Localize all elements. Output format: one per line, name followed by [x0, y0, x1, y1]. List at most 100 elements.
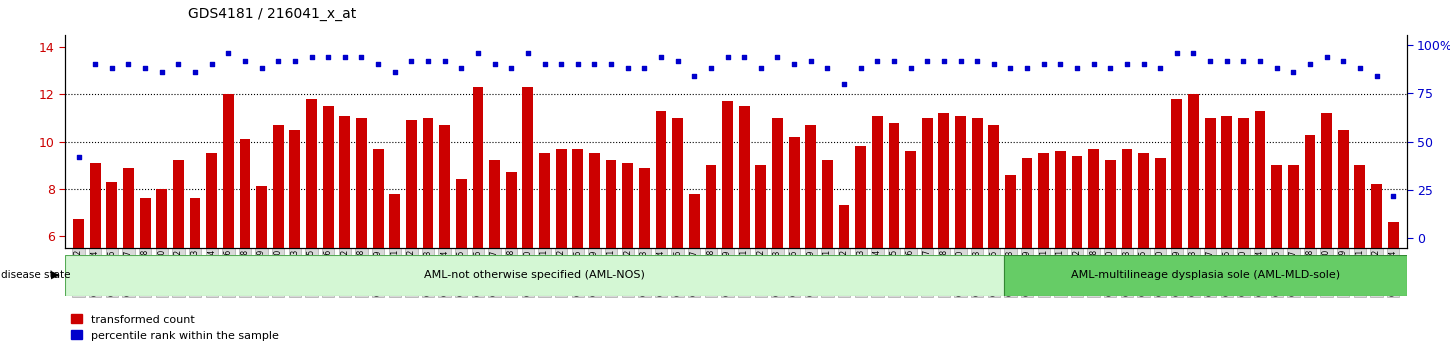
- Text: AML-multilineage dysplasia sole (AML-MLD-sole): AML-multilineage dysplasia sole (AML-MLD…: [1070, 270, 1340, 280]
- Point: [1182, 50, 1205, 56]
- Point: [783, 62, 806, 67]
- Bar: [1288, 165, 1299, 354]
- Text: disease state: disease state: [1, 270, 71, 280]
- Bar: [905, 151, 916, 354]
- Bar: [522, 87, 534, 354]
- Point: [200, 62, 223, 67]
- Point: [1315, 54, 1338, 59]
- Bar: [239, 139, 251, 354]
- Point: [599, 62, 622, 67]
- Legend: transformed count, percentile rank within the sample: transformed count, percentile rank withi…: [71, 314, 278, 341]
- Point: [1282, 69, 1305, 75]
- Bar: [1338, 130, 1349, 354]
- Point: [500, 65, 523, 71]
- Point: [117, 62, 141, 67]
- Bar: [639, 167, 650, 354]
- Point: [133, 65, 157, 71]
- Bar: [223, 95, 233, 354]
- Point: [948, 58, 972, 63]
- Point: [732, 54, 755, 59]
- Point: [866, 58, 889, 63]
- Bar: [689, 194, 700, 354]
- Point: [1364, 73, 1388, 79]
- Point: [151, 69, 174, 75]
- Point: [534, 62, 557, 67]
- Point: [832, 81, 856, 86]
- Point: [267, 58, 290, 63]
- Point: [434, 58, 457, 63]
- Point: [1166, 50, 1189, 56]
- Bar: [106, 182, 117, 354]
- Bar: [1056, 151, 1066, 354]
- Bar: [1354, 165, 1366, 354]
- Point: [316, 54, 339, 59]
- Point: [899, 65, 922, 71]
- Point: [1082, 62, 1105, 67]
- Bar: [871, 116, 883, 354]
- Bar: [306, 99, 318, 354]
- Point: [467, 50, 490, 56]
- Bar: [1005, 255, 1406, 296]
- Point: [416, 58, 439, 63]
- Bar: [1172, 99, 1182, 354]
- Bar: [190, 198, 200, 354]
- Point: [450, 65, 473, 71]
- Point: [100, 65, 123, 71]
- Bar: [856, 146, 866, 354]
- Bar: [173, 160, 184, 354]
- Bar: [722, 102, 732, 354]
- Point: [982, 62, 1005, 67]
- Point: [334, 54, 357, 59]
- Bar: [606, 160, 616, 354]
- Point: [1048, 62, 1072, 67]
- Bar: [1221, 116, 1232, 354]
- Point: [566, 62, 589, 67]
- Point: [283, 58, 306, 63]
- Bar: [206, 153, 218, 354]
- Point: [799, 58, 822, 63]
- Point: [300, 54, 323, 59]
- Point: [516, 50, 539, 56]
- Bar: [1205, 118, 1215, 354]
- Point: [750, 65, 773, 71]
- Point: [1382, 193, 1405, 199]
- Bar: [1305, 135, 1315, 354]
- Point: [1248, 58, 1272, 63]
- Bar: [1238, 118, 1248, 354]
- Bar: [956, 116, 966, 354]
- Point: [1015, 65, 1038, 71]
- Point: [915, 58, 938, 63]
- Bar: [323, 106, 334, 354]
- Bar: [1138, 153, 1148, 354]
- Point: [1132, 62, 1156, 67]
- Bar: [1038, 153, 1050, 354]
- Bar: [290, 130, 300, 354]
- Bar: [822, 160, 832, 354]
- Point: [632, 65, 655, 71]
- Point: [1115, 62, 1138, 67]
- Bar: [1254, 111, 1266, 354]
- Bar: [740, 106, 750, 354]
- Bar: [406, 120, 416, 354]
- Bar: [157, 189, 167, 354]
- Text: AML-not otherwise specified (AML-NOS): AML-not otherwise specified (AML-NOS): [425, 270, 645, 280]
- Bar: [673, 118, 683, 354]
- Bar: [455, 179, 467, 354]
- Point: [999, 65, 1022, 71]
- Text: GDS4181 / 216041_x_at: GDS4181 / 216041_x_at: [188, 7, 357, 21]
- Bar: [373, 149, 383, 354]
- Bar: [622, 163, 634, 354]
- Bar: [1188, 95, 1199, 354]
- Bar: [473, 87, 483, 354]
- Bar: [589, 153, 600, 354]
- Bar: [439, 125, 450, 354]
- Bar: [706, 165, 716, 354]
- Point: [1099, 65, 1122, 71]
- Bar: [539, 153, 550, 354]
- Point: [1032, 62, 1056, 67]
- Bar: [922, 118, 932, 354]
- Bar: [339, 116, 351, 354]
- Bar: [1005, 175, 1016, 354]
- Point: [932, 58, 956, 63]
- Point: [1264, 65, 1288, 71]
